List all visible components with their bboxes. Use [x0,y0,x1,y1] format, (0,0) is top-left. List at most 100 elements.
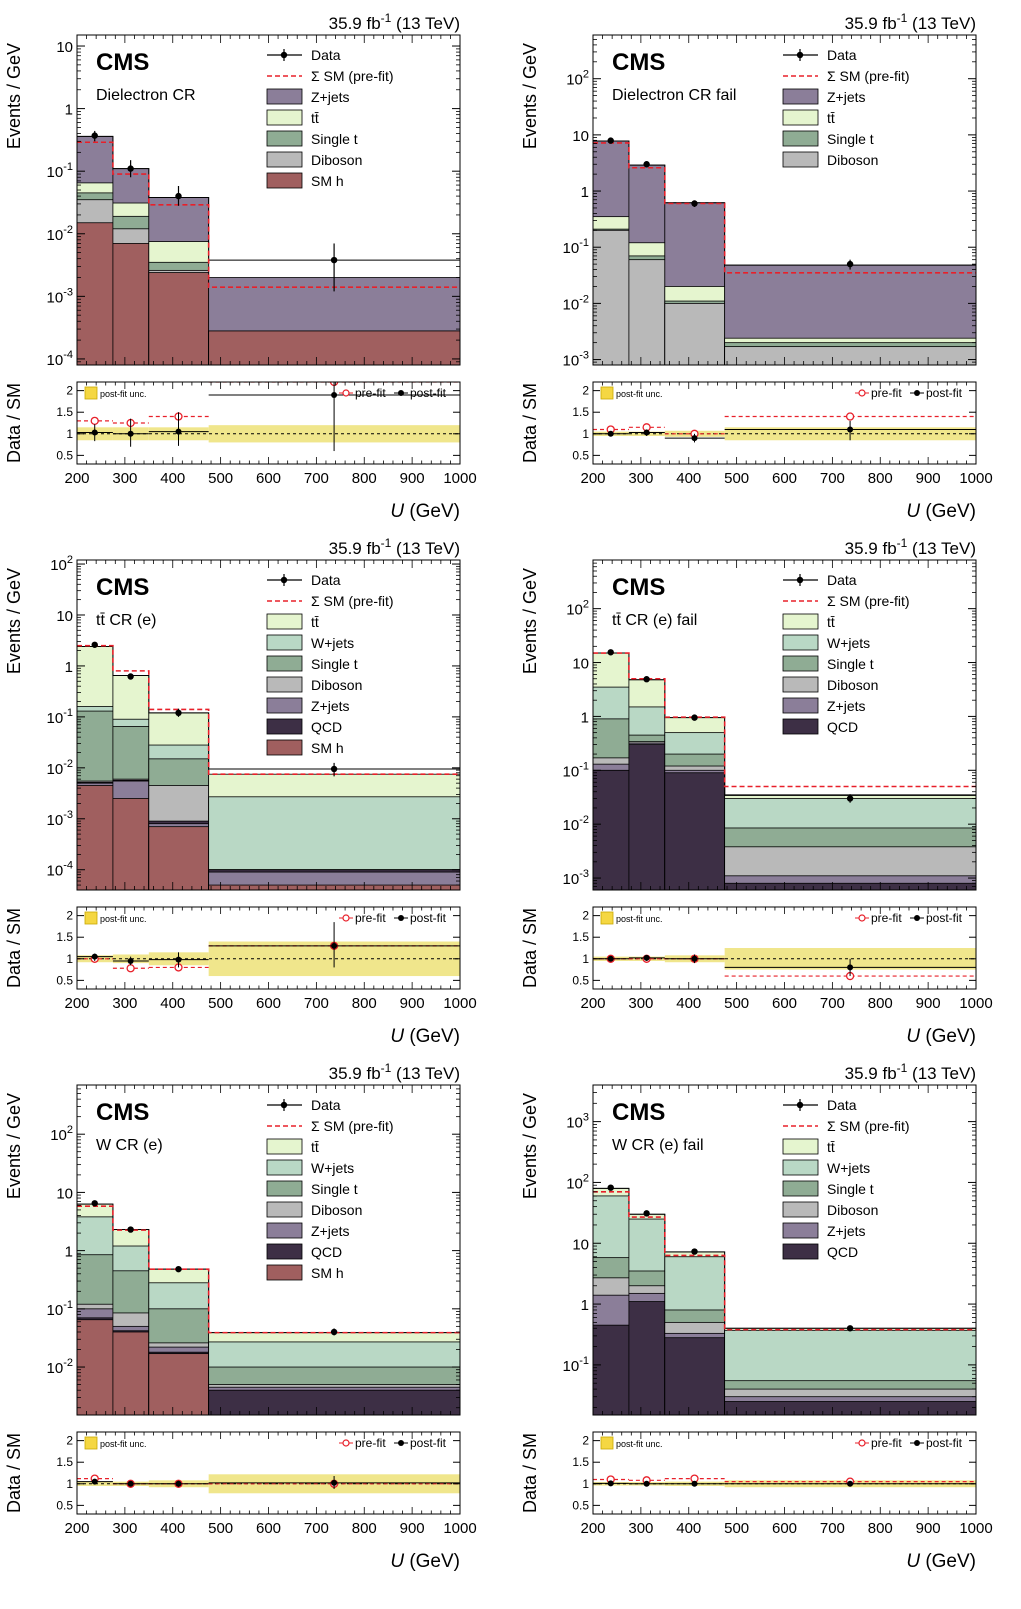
ratio-legend-prefit: pre-fit [871,1436,902,1450]
y-tick-exp: -1 [579,760,589,772]
x-axis-title: U (GeV) [906,501,976,522]
y-tick-base: 10 [56,608,73,625]
legend-swatch [782,634,819,651]
legend-swatch [266,739,303,756]
cms-label: CMS [96,574,149,601]
ratio-postfit-point [691,435,698,442]
ratio-legend-postfit-marker [398,1440,404,1446]
ratio-y-tick-label: 2 [582,1434,589,1448]
legend-label: tt̄ [827,110,835,126]
legend-swatch [782,718,819,735]
stack-bar-qcd [664,1337,726,1415]
ratio-legend-postfit-marker [914,1440,920,1446]
lumi-label: 35.9 fb-1 (13 TeV) [329,11,460,33]
stack-bar-qcd [724,1401,976,1415]
y-tick-label: 1 [65,102,73,119]
legend-label: Z+jets [827,89,866,105]
legend-swatch [782,109,819,126]
data-point [91,1200,98,1207]
ratio-y-tick-label: 1 [582,1477,589,1491]
legend-swatch [782,1201,819,1218]
ratio-legend-postfit: post-fit [410,911,447,925]
legend-label: Data [311,47,341,63]
lumi-sup: -1 [897,1061,908,1075]
stack-area [77,130,460,365]
x-tick-label: 800 [868,470,893,487]
y-tick-label: 10 [56,39,73,56]
ratio-axis-title: Data / SM [520,1433,540,1513]
data-point [127,673,134,680]
stack-bar-qcd [593,769,630,890]
y-tick-exp: -2 [579,814,589,826]
lumi-text: 35.9 fb [845,14,897,33]
x-tick-label: 400 [160,470,185,487]
legend-label: Data [827,1097,857,1113]
region-label: tt̄ CR (e) fail [612,612,697,629]
ratio-legend-prefit-marker [858,914,866,922]
prefit-total-line [77,141,460,289]
ratio-y-tick-label: 2 [66,384,73,398]
data-point [691,200,698,207]
ratio-area [77,922,460,977]
ratio-axis-title: Data / SM [520,383,540,463]
x-tick-label: 200 [580,470,605,487]
ratio-legend-unc-swatch [600,1436,614,1450]
y-tick-base: 10 [572,128,589,145]
legend-swatch [266,676,303,693]
y-tick-base: 10 [50,557,67,574]
ratio-y-tick-label: 2 [582,909,589,923]
legend-label: Σ SM (pre-fit) [827,68,910,84]
region-label: W CR (e) fail [612,1137,704,1154]
y-tick-base: 10 [563,353,580,370]
y-tick-exp: -1 [63,161,73,173]
stack-bar-diboson [724,346,976,365]
stack-bar-diboson [628,259,666,365]
y-tick-label: 10-4 [47,860,73,880]
lumi-text: 35.9 fb [329,539,381,558]
region-label: tt̄ CR (e) [96,612,156,629]
ratio-legend-prefit: pre-fit [871,386,902,400]
y-tick-label: 102 [50,1124,73,1144]
data-point [330,1328,338,1336]
x-tick-label: 900 [400,470,425,487]
x-tick-label: 200 [580,1520,605,1537]
y-tick-base: 10 [566,1115,583,1132]
x-tick-label: 800 [352,995,377,1012]
ratio-axis-title: Data / SM [520,908,540,988]
y-tick-exp: -3 [579,350,589,362]
x-tick-label: 600 [256,470,281,487]
x-axis-var: U [390,501,404,522]
legend-swatch [266,1159,303,1176]
legend-label: Single t [827,656,874,672]
x-axis-unit: (GeV) [404,1026,460,1047]
y-tick-base: 1 [581,1297,589,1314]
y-tick-label: 10-2 [563,293,589,313]
prefit-total-line [77,644,460,775]
ratio-y-tick-label: 1 [66,1477,73,1491]
legend-label: SM h [311,1265,344,1281]
legend-label: W+jets [827,1160,870,1176]
stack-area [77,1200,460,1415]
energy-text: (13 TeV) [391,14,460,33]
x-axis-title: U (GeV) [390,1026,460,1047]
legend-label: Diboson [311,1202,362,1218]
ratio-area [593,1474,976,1488]
legend-label: Data [311,572,341,588]
x-tick-label: 200 [580,995,605,1012]
data-point [175,709,182,717]
x-tick-label: 300 [112,470,137,487]
x-tick-label: 700 [304,1520,329,1537]
region-label: W CR (e) [96,1137,163,1154]
ratio-legend-prefit: pre-fit [355,1436,386,1450]
y-tick-label: 10 [572,1236,589,1253]
ratio-area [593,948,976,981]
legend-swatch [782,1159,819,1176]
x-tick-label: 500 [724,1520,749,1537]
stack-bar-qcd [628,744,666,890]
y-tick-label: 1 [581,184,589,201]
y-axis-title: Events / GeV [520,568,540,674]
x-tick-label: 1000 [959,1520,992,1537]
ratio-y-tick-label: 1 [582,427,589,441]
